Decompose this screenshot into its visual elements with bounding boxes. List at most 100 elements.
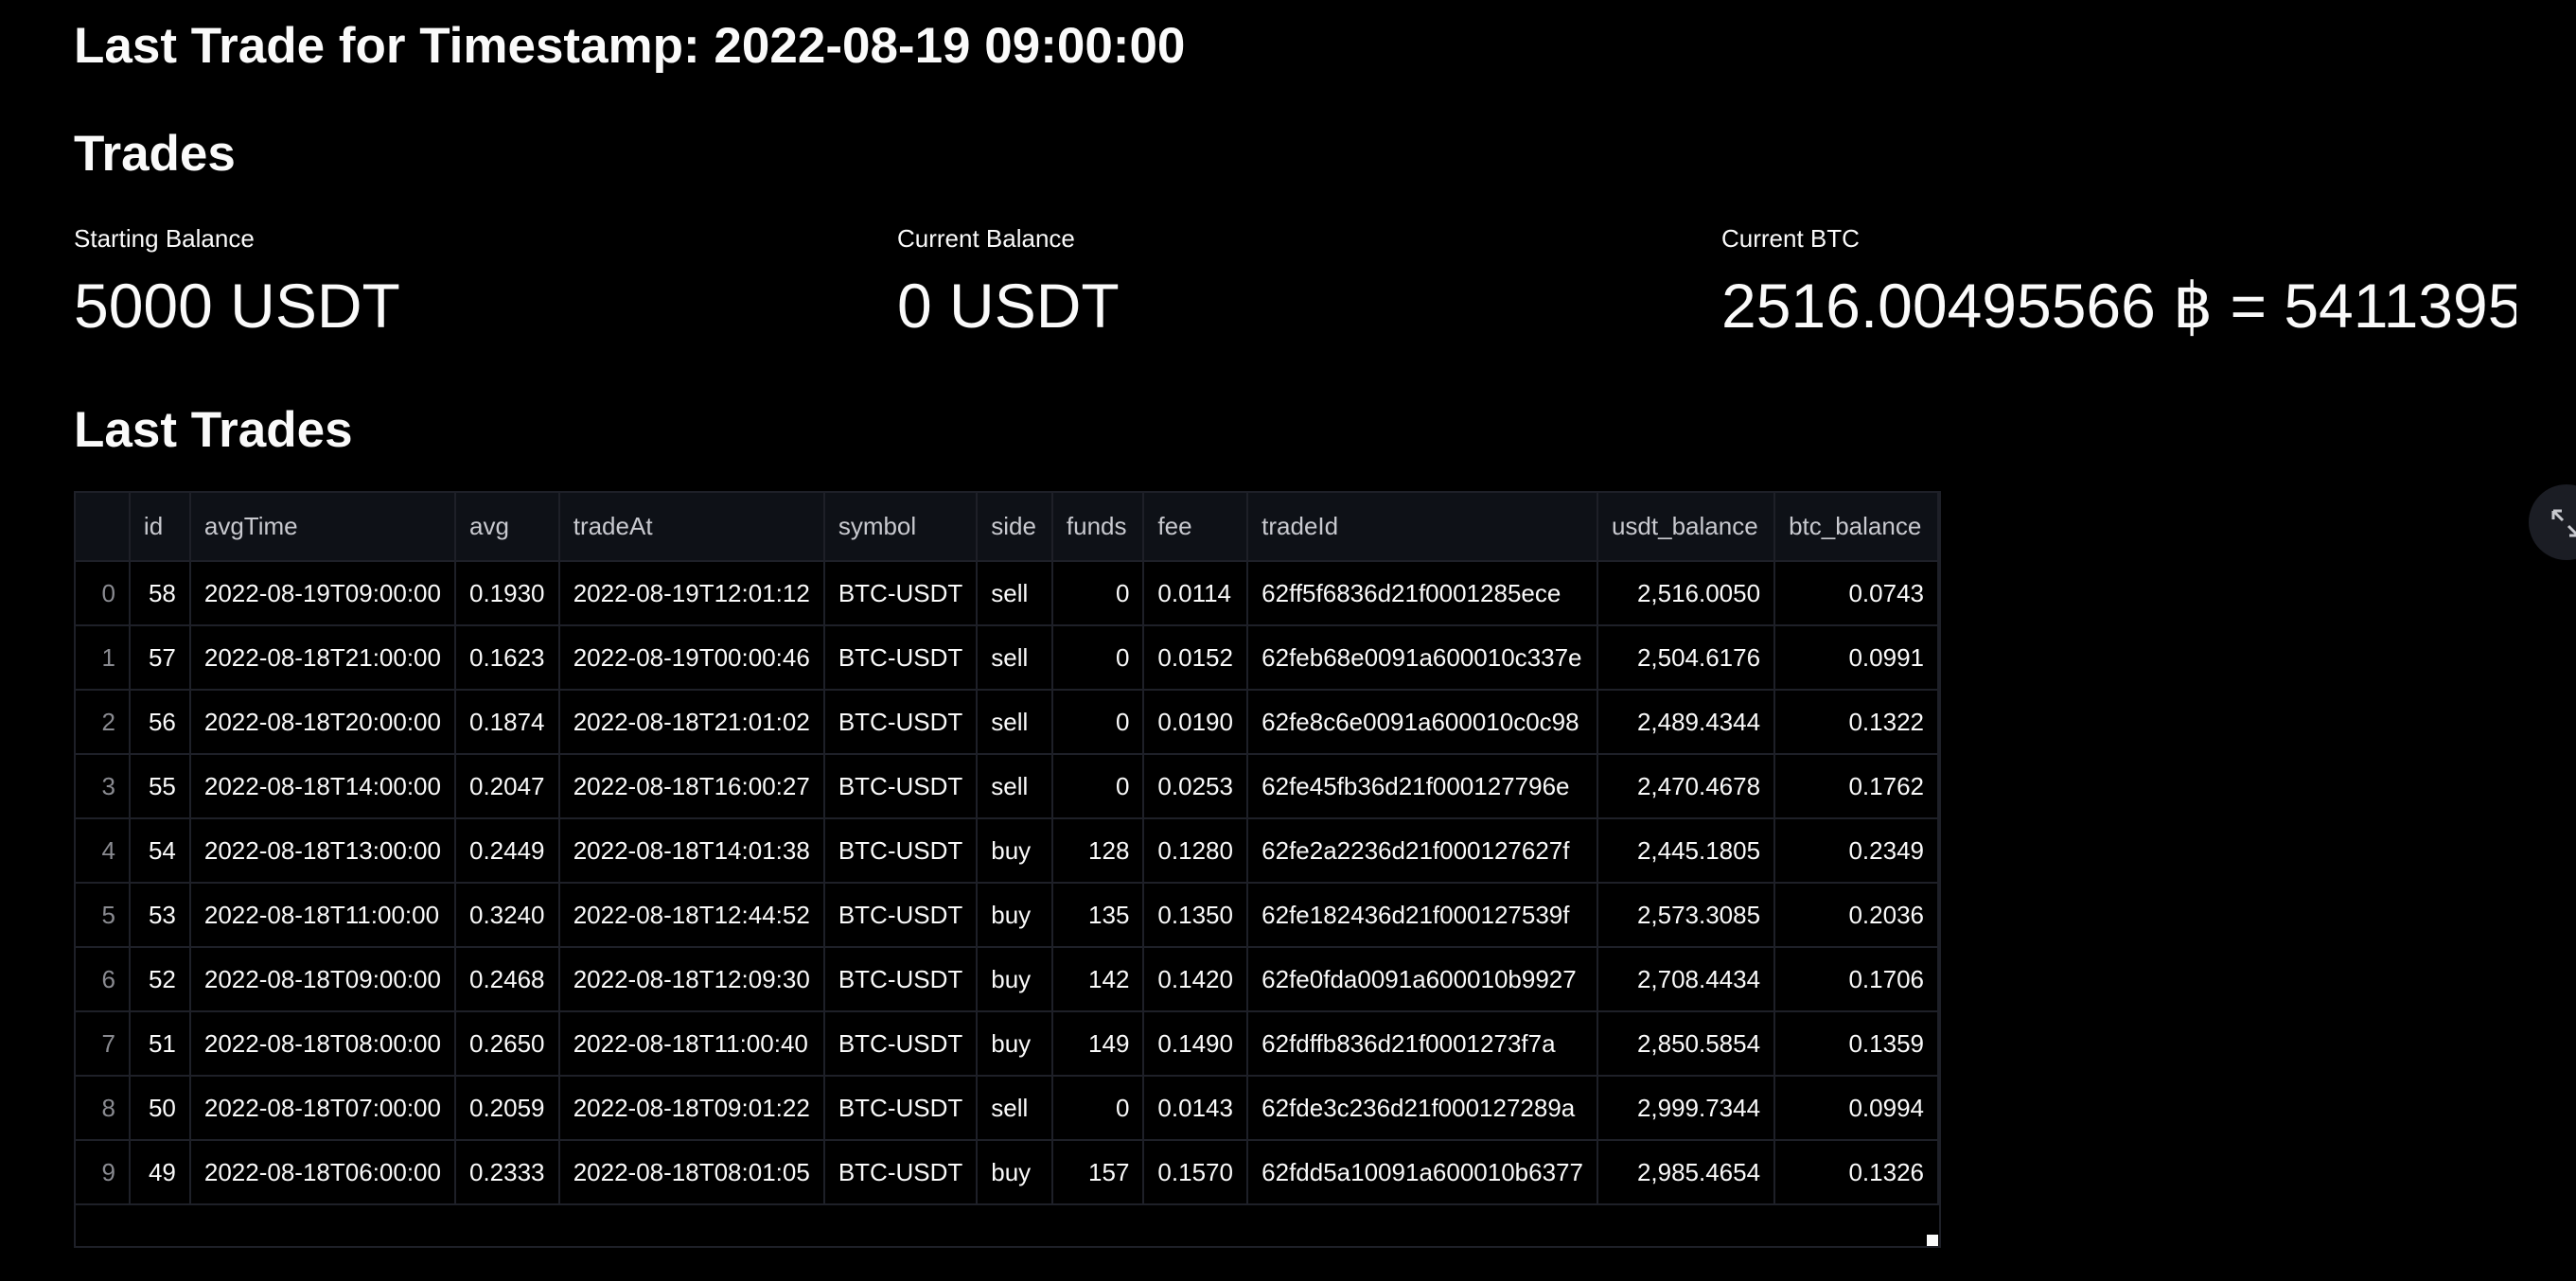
cell-btc-balance[interactable]: 0.1322: [1774, 690, 1939, 755]
cell-symbol[interactable]: BTC-USDT: [823, 561, 979, 626]
cell-side[interactable]: buy: [977, 883, 1053, 948]
cell-fee[interactable]: 0.0143: [1143, 1076, 1249, 1141]
cell-side[interactable]: sell: [977, 625, 1053, 691]
cell-btc-balance[interactable]: 0.1706: [1774, 947, 1939, 1012]
table-row[interactable]: 0 58 2022-08-19T09:00:00 0.1930 2022-08-19T1…: [76, 561, 1939, 626]
cell-tradeid[interactable]: 62ff5f6836d21f0001285ece: [1247, 561, 1598, 626]
table-resize-handle[interactable]: [1927, 1235, 1938, 1246]
table-row[interactable]: 7 51 2022-08-18T08:00:00 0.2650 2022-08-18T1…: [76, 1011, 1939, 1077]
column-header-avgtime[interactable]: avgTime: [189, 493, 456, 562]
cell-fee[interactable]: 0.0253: [1143, 754, 1249, 819]
cell-tradeid[interactable]: 62fde3c236d21f000127289a: [1247, 1076, 1598, 1141]
cell-id[interactable]: 53: [129, 883, 191, 948]
cell-usdt-balance[interactable]: 2,850.5854: [1597, 1011, 1776, 1077]
cell-avgtime[interactable]: 2022-08-18T20:00:00: [189, 690, 456, 755]
column-header-tradeid[interactable]: tradeId: [1247, 493, 1598, 562]
trades-dataframe[interactable]: id avgTime avg tradeAt symbol side funds…: [74, 491, 1941, 1248]
cell-funds[interactable]: 0: [1051, 690, 1145, 755]
cell-avgtime[interactable]: 2022-08-18T08:00:00: [189, 1011, 456, 1077]
cell-funds[interactable]: 0: [1051, 1076, 1145, 1141]
cell-id[interactable]: 49: [129, 1140, 191, 1205]
cell-avgtime[interactable]: 2022-08-19T09:00:00: [189, 561, 456, 626]
cell-usdt-balance[interactable]: 2,708.4434: [1597, 947, 1776, 1012]
cell-side[interactable]: buy: [977, 1140, 1053, 1205]
cell-avgtime[interactable]: 2022-08-18T11:00:00: [189, 883, 456, 948]
cell-id[interactable]: 57: [129, 625, 191, 691]
column-header-symbol[interactable]: symbol: [823, 493, 979, 562]
cell-usdt-balance[interactable]: 2,470.4678: [1597, 754, 1776, 819]
column-header-index[interactable]: [76, 493, 131, 562]
cell-fee[interactable]: 0.1490: [1143, 1011, 1249, 1077]
cell-symbol[interactable]: BTC-USDT: [823, 1076, 979, 1141]
cell-tradeat[interactable]: 2022-08-19T00:00:46: [558, 625, 825, 691]
cell-index[interactable]: 1: [76, 625, 131, 691]
column-header-tradeat[interactable]: tradeAt: [558, 493, 825, 562]
cell-id[interactable]: 54: [129, 818, 191, 884]
cell-index[interactable]: 3: [76, 754, 131, 819]
cell-tradeid[interactable]: 62fe8c6e0091a600010c0c98: [1247, 690, 1598, 755]
cell-avgtime[interactable]: 2022-08-18T09:00:00: [189, 947, 456, 1012]
cell-tradeat[interactable]: 2022-08-18T16:00:27: [558, 754, 825, 819]
cell-index[interactable]: 2: [76, 690, 131, 755]
cell-side[interactable]: buy: [977, 1011, 1053, 1077]
cell-tradeat[interactable]: 2022-08-18T12:09:30: [558, 947, 825, 1012]
cell-id[interactable]: 55: [129, 754, 191, 819]
table-row[interactable]: 5 53 2022-08-18T11:00:00 0.3240 2022-08-18T1…: [76, 883, 1939, 948]
cell-index[interactable]: 5: [76, 883, 131, 948]
cell-fee[interactable]: 0.0152: [1143, 625, 1249, 691]
cell-usdt-balance[interactable]: 2,999.7344: [1597, 1076, 1776, 1141]
cell-id[interactable]: 50: [129, 1076, 191, 1141]
cell-btc-balance[interactable]: 0.1359: [1774, 1011, 1939, 1077]
cell-tradeid[interactable]: 62feb68e0091a600010c337e: [1247, 625, 1598, 691]
cell-index[interactable]: 7: [76, 1011, 131, 1077]
cell-symbol[interactable]: BTC-USDT: [823, 690, 979, 755]
cell-fee[interactable]: 0.1570: [1143, 1140, 1249, 1205]
cell-tradeat[interactable]: 2022-08-19T12:01:12: [558, 561, 825, 626]
cell-fee[interactable]: 0.1350: [1143, 883, 1249, 948]
table-row[interactable]: 8 50 2022-08-18T07:00:00 0.2059 2022-08-18T0…: [76, 1076, 1939, 1141]
column-header-avg[interactable]: avg: [454, 493, 560, 562]
cell-avgtime[interactable]: 2022-08-18T14:00:00: [189, 754, 456, 819]
cell-symbol[interactable]: BTC-USDT: [823, 1011, 979, 1077]
cell-avg[interactable]: 0.2468: [454, 947, 560, 1012]
cell-side[interactable]: buy: [977, 818, 1053, 884]
cell-symbol[interactable]: BTC-USDT: [823, 947, 979, 1012]
cell-fee[interactable]: 0.0190: [1143, 690, 1249, 755]
cell-avg[interactable]: 0.2449: [454, 818, 560, 884]
cell-symbol[interactable]: BTC-USDT: [823, 883, 979, 948]
cell-id[interactable]: 56: [129, 690, 191, 755]
cell-tradeid[interactable]: 62fdd5a10091a600010b6377: [1247, 1140, 1598, 1205]
cell-index[interactable]: 8: [76, 1076, 131, 1141]
cell-usdt-balance[interactable]: 2,445.1805: [1597, 818, 1776, 884]
column-header-funds[interactable]: funds: [1051, 493, 1145, 562]
column-header-side[interactable]: side: [977, 493, 1053, 562]
cell-tradeat[interactable]: 2022-08-18T14:01:38: [558, 818, 825, 884]
cell-avg[interactable]: 0.2047: [454, 754, 560, 819]
cell-funds[interactable]: 135: [1051, 883, 1145, 948]
cell-avg[interactable]: 0.2059: [454, 1076, 560, 1141]
cell-avg[interactable]: 0.2650: [454, 1011, 560, 1077]
cell-index[interactable]: 0: [76, 561, 131, 626]
cell-btc-balance[interactable]: 0.0991: [1774, 625, 1939, 691]
cell-avgtime[interactable]: 2022-08-18T07:00:00: [189, 1076, 456, 1141]
cell-usdt-balance[interactable]: 2,985.4654: [1597, 1140, 1776, 1205]
cell-fee[interactable]: 0.1280: [1143, 818, 1249, 884]
cell-symbol[interactable]: BTC-USDT: [823, 1140, 979, 1205]
column-header-btc-balance[interactable]: btc_balance: [1774, 493, 1939, 562]
column-header-fee[interactable]: fee: [1143, 493, 1249, 562]
cell-id[interactable]: 52: [129, 947, 191, 1012]
cell-tradeid[interactable]: 62fe182436d21f000127539f: [1247, 883, 1598, 948]
cell-funds[interactable]: 0: [1051, 625, 1145, 691]
cell-side[interactable]: sell: [977, 1076, 1053, 1141]
cell-usdt-balance[interactable]: 2,489.4344: [1597, 690, 1776, 755]
cell-btc-balance[interactable]: 0.2036: [1774, 883, 1939, 948]
cell-btc-balance[interactable]: 0.2349: [1774, 818, 1939, 884]
cell-avg[interactable]: 0.1930: [454, 561, 560, 626]
cell-side[interactable]: sell: [977, 690, 1053, 755]
cell-tradeid[interactable]: 62fe0fda0091a600010b9927: [1247, 947, 1598, 1012]
cell-funds[interactable]: 157: [1051, 1140, 1145, 1205]
cell-tradeat[interactable]: 2022-08-18T21:01:02: [558, 690, 825, 755]
cell-usdt-balance[interactable]: 2,516.0050: [1597, 561, 1776, 626]
table-row[interactable]: 6 52 2022-08-18T09:00:00 0.2468 2022-08-18T1…: [76, 947, 1939, 1012]
table-row[interactable]: 4 54 2022-08-18T13:00:00 0.2449 2022-08-18T1…: [76, 818, 1939, 884]
